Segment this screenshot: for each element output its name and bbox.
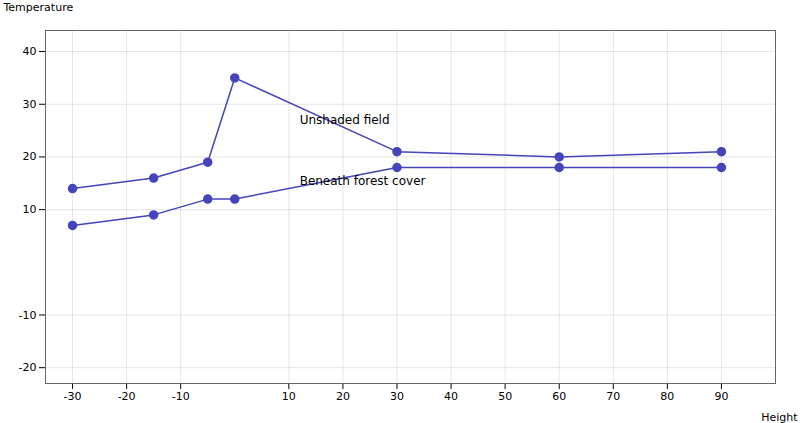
svg-text:80: 80 [660, 390, 674, 403]
svg-text:30: 30 [23, 98, 37, 111]
svg-text:40: 40 [23, 45, 37, 58]
svg-text:Beneath forest cover: Beneath forest cover [300, 173, 426, 187]
svg-text:20: 20 [23, 150, 37, 163]
svg-text:-10: -10 [19, 309, 37, 322]
svg-text:90: 90 [714, 390, 728, 403]
svg-text:20: 20 [336, 390, 350, 403]
svg-text:-30: -30 [64, 390, 82, 403]
svg-text:70: 70 [606, 390, 620, 403]
svg-text:40: 40 [444, 390, 458, 403]
svg-text:-20: -20 [19, 361, 37, 374]
svg-text:60: 60 [552, 390, 566, 403]
svg-text:-10: -10 [172, 390, 190, 403]
svg-text:Height: Height [761, 411, 798, 423]
svg-text:10: 10 [282, 390, 296, 403]
svg-text:30: 30 [390, 390, 404, 403]
svg-text:10: 10 [23, 203, 37, 216]
svg-text:50: 50 [498, 390, 512, 403]
svg-text:Temperature: Temperature [3, 1, 74, 14]
svg-text:-20: -20 [118, 390, 136, 403]
svg-text:Unshaded field: Unshaded field [300, 113, 390, 127]
